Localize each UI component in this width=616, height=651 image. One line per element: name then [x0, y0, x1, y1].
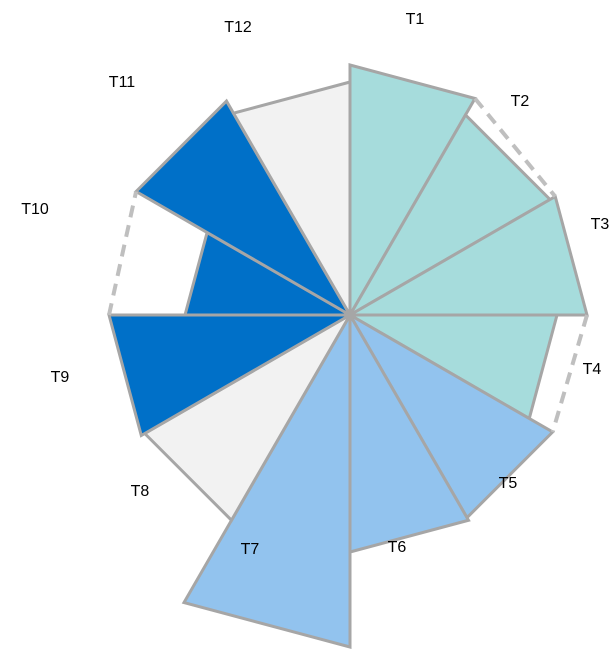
category-label: T12 [224, 19, 252, 36]
category-label: T1 [406, 11, 425, 28]
category-label: T11 [109, 74, 135, 91]
category-label: T6 [388, 539, 407, 556]
category-label: T10 [21, 201, 49, 218]
category-label: T2 [511, 93, 530, 110]
category-label: T4 [583, 361, 602, 378]
category-label: T9 [51, 369, 70, 386]
category-label: T5 [499, 475, 518, 492]
category-label: T7 [241, 541, 260, 558]
wedge [231, 80, 352, 321]
reference-line [550, 314, 589, 433]
category-label: T3 [591, 216, 610, 233]
reference-line [473, 97, 557, 198]
reference-line [107, 191, 139, 316]
category-label: T8 [131, 483, 150, 500]
